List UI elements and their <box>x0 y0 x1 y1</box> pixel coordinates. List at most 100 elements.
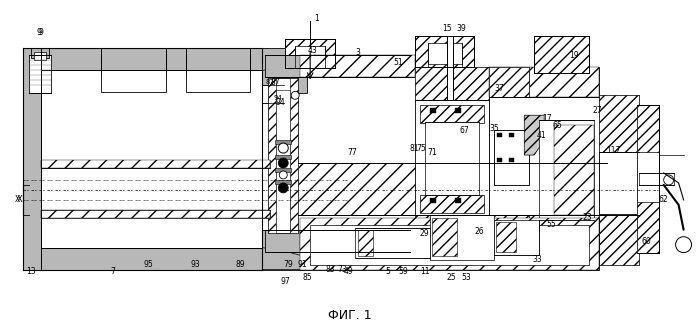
Text: 29: 29 <box>420 229 429 238</box>
Text: 15: 15 <box>442 24 452 33</box>
Text: 94: 94 <box>274 95 282 101</box>
Bar <box>415 36 475 67</box>
Text: 117: 117 <box>607 146 621 154</box>
Bar <box>599 152 639 214</box>
Text: 75: 75 <box>417 144 426 152</box>
Bar <box>34 52 46 60</box>
Circle shape <box>291 91 299 99</box>
Text: 81: 81 <box>410 144 419 152</box>
Bar <box>358 230 373 256</box>
Bar <box>415 67 489 102</box>
Text: 9: 9 <box>39 28 44 37</box>
Bar <box>275 168 291 172</box>
Bar <box>275 155 291 159</box>
Bar <box>41 160 271 168</box>
Bar <box>415 36 475 67</box>
Text: 77: 77 <box>347 148 357 156</box>
Bar <box>539 120 594 220</box>
Bar <box>494 220 539 255</box>
Text: 71: 71 <box>427 148 436 156</box>
Bar <box>23 49 41 270</box>
Bar <box>489 67 529 245</box>
Bar <box>415 215 489 263</box>
Text: 5: 5 <box>385 267 390 276</box>
Text: 25: 25 <box>447 273 456 282</box>
Text: 3: 3 <box>356 48 361 57</box>
Bar <box>29 55 51 93</box>
Text: 17: 17 <box>542 114 552 123</box>
Bar <box>637 105 658 253</box>
Bar <box>489 215 599 245</box>
Bar <box>430 108 435 113</box>
Text: 13: 13 <box>27 267 36 276</box>
Bar <box>268 78 298 233</box>
Bar <box>496 222 517 252</box>
Circle shape <box>663 175 674 185</box>
Bar <box>599 95 639 153</box>
Text: 95: 95 <box>144 260 154 269</box>
Text: 35: 35 <box>489 124 499 133</box>
Circle shape <box>278 183 288 193</box>
Bar <box>101 49 166 76</box>
Bar <box>355 228 430 258</box>
Text: 91: 91 <box>297 260 307 269</box>
Text: X: X <box>15 195 20 204</box>
Bar <box>29 55 51 93</box>
Text: 87: 87 <box>271 78 280 87</box>
Bar <box>275 140 291 144</box>
Bar <box>637 105 658 253</box>
Bar <box>262 85 284 103</box>
Bar <box>554 125 594 215</box>
Bar <box>300 230 415 252</box>
Text: 23: 23 <box>582 213 592 222</box>
Bar <box>285 39 335 68</box>
Bar <box>266 55 410 77</box>
Bar <box>300 230 415 252</box>
Text: 41: 41 <box>536 131 546 140</box>
Bar <box>276 90 290 230</box>
Text: 83: 83 <box>325 265 335 274</box>
Bar <box>432 218 456 256</box>
Polygon shape <box>524 115 545 155</box>
Bar <box>454 108 461 113</box>
Bar <box>494 130 529 185</box>
Bar <box>262 49 307 93</box>
Bar <box>489 215 529 245</box>
Text: 73: 73 <box>337 265 347 274</box>
Bar <box>637 152 658 202</box>
Bar <box>295 46 325 65</box>
Text: 97: 97 <box>280 277 290 286</box>
Text: 53: 53 <box>461 273 471 282</box>
Bar <box>498 133 503 137</box>
Text: 9: 9 <box>36 28 42 37</box>
Bar <box>275 180 291 184</box>
Circle shape <box>278 158 288 168</box>
Text: X: X <box>17 195 22 204</box>
Text: 49: 49 <box>343 267 353 276</box>
Text: 59: 59 <box>398 267 408 276</box>
Text: 7: 7 <box>110 267 115 276</box>
Bar <box>599 215 639 265</box>
Bar <box>599 95 639 153</box>
Text: 19: 19 <box>569 51 579 60</box>
Bar <box>41 210 271 218</box>
Bar <box>298 163 607 215</box>
Bar <box>101 70 166 92</box>
Bar <box>498 158 503 162</box>
Text: 27: 27 <box>592 106 602 115</box>
Bar <box>494 130 529 185</box>
Text: 94: 94 <box>275 98 285 107</box>
Bar <box>300 218 599 270</box>
Text: 67: 67 <box>460 126 470 135</box>
Text: 37: 37 <box>494 84 504 93</box>
Bar <box>23 49 262 70</box>
Text: ФИГ. 1: ФИГ. 1 <box>329 309 372 322</box>
Text: 26: 26 <box>475 227 484 236</box>
Bar <box>454 198 461 203</box>
Text: 55: 55 <box>547 220 556 229</box>
Bar <box>415 215 489 263</box>
Polygon shape <box>262 49 307 70</box>
Bar <box>534 36 589 73</box>
Bar <box>489 67 529 97</box>
Bar <box>489 67 599 97</box>
